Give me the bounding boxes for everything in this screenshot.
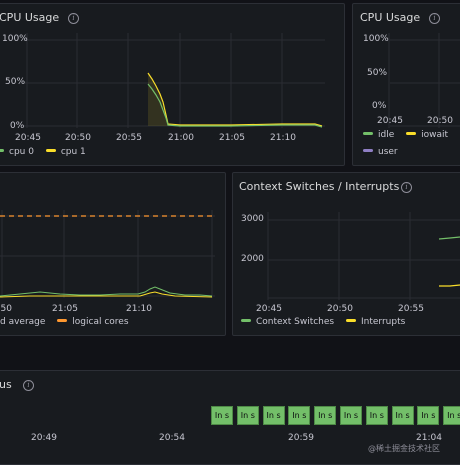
x-tick: 21:04 — [416, 433, 442, 443]
series-context-switches — [439, 237, 460, 239]
x-tick: 20:55 — [398, 304, 424, 314]
status-cell[interactable]: In s — [263, 406, 285, 425]
legend-item-interrupts[interactable]: Interrupts — [346, 317, 405, 327]
y-tick: 3000 — [241, 214, 264, 224]
status-cell[interactable]: In s — [288, 406, 310, 425]
legend-swatch — [241, 319, 251, 322]
status-cell[interactable]: In s — [340, 406, 362, 425]
x-tick: 20:54 — [159, 433, 185, 443]
status-cell[interactable]: In s — [237, 406, 259, 425]
x-tick: 20:59 — [288, 433, 314, 443]
legend: Context Switches Interrupts — [241, 317, 414, 327]
legend-item-context-switches[interactable]: Context Switches — [241, 317, 334, 327]
info-icon[interactable]: i — [23, 380, 34, 391]
status-cell[interactable]: In s — [417, 406, 439, 425]
legend-swatch — [346, 319, 356, 322]
legend-label: Context Switches — [256, 317, 334, 327]
x-tick: 20:50 — [327, 304, 353, 314]
x-tick: 20:49 — [31, 433, 57, 443]
series-interrupts — [439, 285, 460, 286]
x-tick: 20:45 — [256, 304, 282, 314]
chart-grid — [268, 212, 460, 300]
watermark: @稀土掘金技术社区 — [368, 443, 440, 454]
status-cell[interactable]: In s — [314, 406, 336, 425]
legend-label: Interrupts — [361, 317, 405, 327]
y-tick: 2000 — [241, 254, 264, 264]
panel-title[interactable]: us — [0, 378, 12, 391]
status-cell[interactable]: In s — [211, 406, 233, 425]
status-cell[interactable]: In s — [366, 406, 388, 425]
status-cell[interactable]: In s — [443, 406, 460, 425]
status-cell[interactable]: In s — [392, 406, 414, 425]
